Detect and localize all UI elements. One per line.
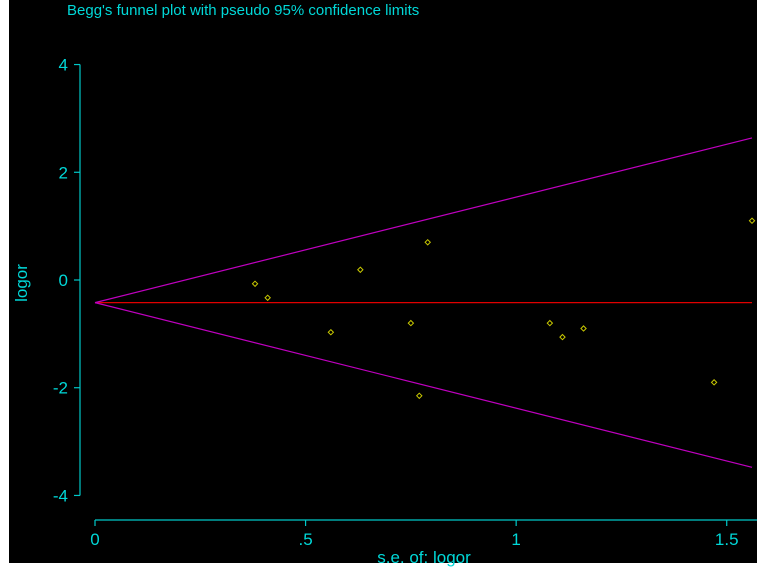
x-tick-label: 0 (90, 530, 99, 549)
y-tick-label: 0 (59, 271, 68, 290)
study-points (251, 217, 756, 400)
lower-confidence-limit-line (94, 302, 753, 468)
y-ticks: 4 2 0 -2 -4 (53, 56, 80, 505)
study-point (357, 266, 364, 274)
study-point (407, 319, 415, 327)
y-tick-label: 2 (59, 163, 68, 182)
study-point (327, 328, 335, 336)
plot-background (9, 0, 757, 563)
y-axis-title: logor (12, 264, 31, 302)
study-point (251, 280, 259, 288)
study-point (546, 319, 554, 327)
x-tick-label: .5 (298, 530, 312, 549)
study-point (264, 294, 271, 302)
x-axis-title: s.e. of: logor (377, 548, 471, 567)
study-point (424, 238, 432, 246)
study-point (748, 217, 756, 225)
study-point (559, 333, 566, 341)
upper-confidence-limit-line (94, 137, 753, 304)
y-tick-label: 4 (59, 56, 68, 75)
funnel-lines (94, 137, 753, 468)
study-point (710, 379, 718, 386)
study-point (580, 325, 587, 332)
y-tick-label: -4 (53, 486, 68, 505)
chart-title: Begg's funnel plot with pseudo 95% confi… (67, 2, 419, 19)
study-point (415, 392, 423, 400)
y-tick-label: -2 (53, 379, 68, 398)
x-ticks: 0 .5 1 1.5 (90, 520, 739, 549)
x-tick-label: 1.5 (715, 530, 739, 549)
x-tick-label: 1 (511, 530, 520, 549)
